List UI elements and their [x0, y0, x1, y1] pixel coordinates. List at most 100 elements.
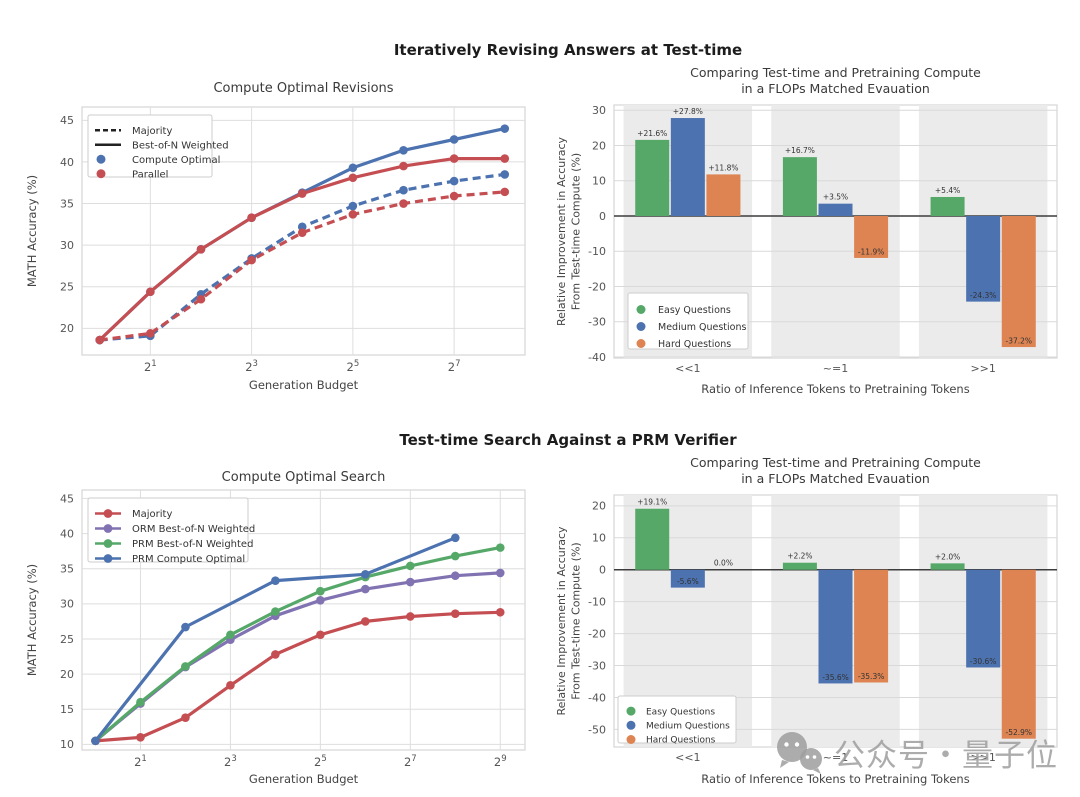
y-axis-label: MATH Accuracy (%): [25, 175, 39, 287]
legend-marker-dot: [96, 169, 106, 179]
bar-chart-search: 20 10 0 -10 -20 -30 -40 -50 +19.1% +2.2% +2.0% -5.6…: [555, 455, 1058, 786]
y-tick-label: 40: [60, 527, 74, 540]
x-tick-label: >>1: [970, 751, 995, 764]
data-point: [406, 612, 415, 621]
data-point: [91, 736, 100, 746]
bar-label: +19.1%: [637, 498, 667, 507]
data-point: [297, 189, 307, 198]
legend-marker-dot: [626, 720, 636, 730]
bar: [706, 174, 741, 216]
bar-label: -52.9%: [1005, 728, 1032, 737]
bar-label: +3.5%: [823, 193, 848, 202]
legend-label: Majority: [132, 126, 172, 137]
data-point: [500, 124, 510, 133]
y-tick-label: 30: [60, 239, 74, 252]
y-tick-label: 45: [60, 114, 74, 127]
bar: [818, 569, 853, 684]
data-point: [136, 733, 145, 742]
chart-title: Compute Optimal Search: [222, 470, 386, 485]
bar-label: +5.4%: [935, 186, 960, 195]
legend-label: Medium Questions: [646, 721, 730, 731]
data-point: [449, 191, 459, 201]
bar: [635, 139, 670, 216]
data-point: [348, 173, 358, 183]
panel-flops-matched-search: 20 10 0 -10 -20 -30 -40 -50 +19.1% +2.2% +2.0% -5.6…: [540, 445, 1080, 793]
chart-title: Comparing Test-time and Pretraining Comp…: [690, 65, 981, 80]
legend-label: Hard Questions: [646, 736, 716, 746]
y-tick-label: 30: [592, 104, 606, 117]
legend-label: Best-of-N Weighted: [132, 140, 229, 151]
legend-marker-dot: [636, 339, 646, 348]
data-point: [226, 681, 235, 690]
data-point: [449, 154, 459, 163]
bar: [854, 215, 889, 258]
y-axis-label: MATH Accuracy (%): [25, 564, 39, 676]
y-tick-label: 15: [60, 703, 74, 716]
x-tick-label: 27: [448, 359, 461, 374]
line-chart-search: 10 15 20 25 30 35 40 45 21 23 25 27 29 Compute Optima…: [25, 470, 526, 786]
legend-label: Compute Optimal: [132, 155, 220, 166]
bar-chart-revisions: 30 20 10 0 -10 -20 -30 -40 +21.6% +16.7% +5.4% +27.…: [555, 65, 1058, 396]
x-axis-label: Ratio of Inference Tokens to Pretraining…: [701, 382, 969, 396]
data-point: [181, 622, 190, 632]
y-tick-label: 35: [60, 563, 74, 576]
data-point: [348, 201, 358, 211]
data-point: [450, 551, 460, 561]
bar: [966, 215, 1001, 302]
legend-label: PRM Compute Optimal: [132, 554, 245, 565]
x-tick-label: <<1: [675, 751, 700, 764]
y-tick-label: 45: [60, 492, 74, 505]
y-axis-label: From Test-time Compute (%): [570, 542, 583, 699]
legend-marker-dot: [103, 539, 113, 548]
y-tick-label: 10: [60, 738, 74, 751]
data-point: [181, 713, 190, 722]
y-tick-label: 25: [60, 633, 74, 646]
bar: [818, 203, 853, 216]
legend-label: PRM Best-of-N Weighted: [132, 539, 253, 550]
data-point: [146, 329, 155, 338]
y-tick-label: 30: [60, 598, 74, 611]
data-point: [495, 543, 505, 552]
bar-label: +2.2%: [787, 552, 812, 561]
legend-label: Parallel: [132, 169, 168, 180]
bar: [670, 569, 705, 588]
data-point: [495, 568, 505, 578]
legend-box: [87, 497, 249, 563]
legend-marker-dot: [626, 735, 636, 744]
y-tick-label: 25: [60, 281, 74, 294]
bar: [782, 562, 817, 570]
y-tick-label: 20: [60, 668, 74, 681]
legend-marker-dot: [103, 524, 113, 533]
x-tick-label: >>1: [970, 362, 995, 375]
data-point: [500, 170, 510, 179]
legend-label: Majority: [132, 509, 172, 520]
section-title-search: Test-time Search Against a PRM Verifier: [399, 431, 737, 449]
bar-label: +21.6%: [637, 129, 667, 138]
line-chart-revisions: 20 25 30 35 40 45 21 23 25 27 Compute Optimal Revi…: [25, 81, 526, 392]
data-point: [316, 596, 325, 605]
data-point: [399, 199, 408, 208]
data-point: [226, 630, 235, 640]
x-tick-label: 23: [224, 754, 237, 769]
data-point: [271, 576, 280, 585]
bar: [930, 563, 965, 570]
y-tick-label: -30: [588, 316, 606, 329]
bar: [635, 508, 670, 570]
x-tick-label: ~=1: [823, 751, 848, 764]
data-point: [449, 135, 459, 144]
section-title-revisions: Iteratively Revising Answers at Test-tim…: [393, 41, 743, 59]
x-tick-label: 21: [144, 359, 157, 374]
legend-box: [627, 292, 749, 350]
data-point: [136, 697, 145, 707]
data-point: [450, 609, 460, 618]
legend-label: Medium Questions: [658, 322, 746, 333]
y-axis-label: Relative Improvement in Accuracy: [555, 136, 568, 326]
y-tick-label: -20: [588, 627, 606, 640]
data-point: [399, 145, 408, 155]
bar-label: -24.3%: [970, 291, 997, 300]
bar-label: -35.3%: [858, 672, 885, 681]
data-point: [495, 607, 505, 617]
y-tick-label: 20: [592, 500, 606, 513]
y-tick-label: 0: [599, 564, 606, 577]
bar-label: -35.6%: [822, 673, 849, 682]
